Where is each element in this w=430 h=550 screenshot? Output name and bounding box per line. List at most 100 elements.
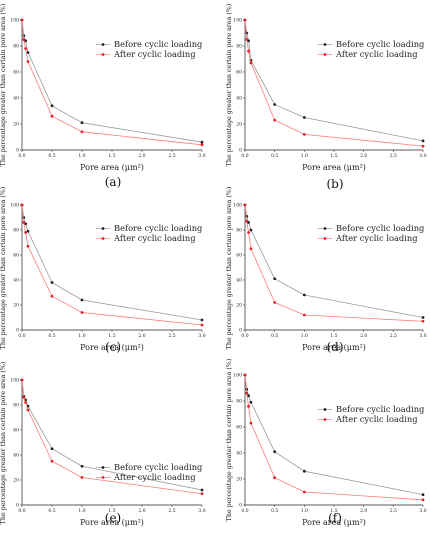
legend-marker xyxy=(324,418,327,421)
data-point-after xyxy=(81,311,84,314)
legend-marker xyxy=(102,53,105,56)
x-tick-label: 3.0 xyxy=(419,153,426,159)
data-point-after xyxy=(303,491,306,494)
x-tick-label: 0.5 xyxy=(271,153,278,159)
data-point-after xyxy=(27,60,30,63)
y-axis-label: The percentage greater than certain pore… xyxy=(0,362,7,525)
data-point-before xyxy=(422,140,425,143)
y-tick-label: 60 xyxy=(236,425,242,431)
y-tick-label: 80 xyxy=(13,403,19,409)
panel-label: (a) xyxy=(105,175,122,189)
y-tick-label: 100 xyxy=(10,18,19,24)
x-tick-label: 0.5 xyxy=(48,153,55,159)
y-tick-label: 40 xyxy=(236,451,242,457)
x-tick-label: 0.0 xyxy=(241,153,248,159)
panel-label: (f) xyxy=(328,511,342,525)
y-tick-label: 20 xyxy=(13,478,19,484)
data-point-after xyxy=(24,401,27,404)
data-point-after xyxy=(81,476,84,479)
x-axis-label: Pore area (μm²) xyxy=(80,163,144,172)
data-point-after xyxy=(81,130,84,133)
data-point-after xyxy=(273,301,276,304)
y-axis-label: The percentage greater than certain pore… xyxy=(226,187,233,350)
data-point-after xyxy=(250,422,253,425)
data-point-after xyxy=(21,19,24,22)
y-tick-label: 40 xyxy=(236,278,242,284)
data-point-after xyxy=(27,409,30,412)
x-tick-label: 0.0 xyxy=(241,508,248,514)
legend-marker xyxy=(324,43,327,46)
data-point-after xyxy=(51,295,54,298)
x-tick-label: 2.5 xyxy=(390,333,397,339)
legend-marker xyxy=(102,466,105,469)
x-tick-label: 1.0 xyxy=(301,508,308,514)
data-point-before xyxy=(273,450,276,453)
series-line-before xyxy=(245,205,423,318)
x-tick-label: 2.0 xyxy=(360,153,367,159)
x-tick-label: 0.5 xyxy=(48,333,55,339)
x-tick-label: 0.0 xyxy=(241,333,248,339)
data-point-after xyxy=(244,19,247,22)
y-tick-label: 20 xyxy=(13,303,19,309)
data-point-after xyxy=(51,460,54,463)
legend-marker xyxy=(324,53,327,56)
x-tick-label: 3.0 xyxy=(419,508,426,514)
data-point-after xyxy=(244,204,247,207)
data-point-after xyxy=(22,38,25,41)
data-point-before xyxy=(51,281,54,284)
legend-entry: Before cyclic loading xyxy=(114,223,203,233)
y-tick-label: 100 xyxy=(10,203,19,209)
y-tick-label: 100 xyxy=(10,378,19,384)
data-point-after xyxy=(51,115,54,118)
y-tick-label: 0 xyxy=(239,503,242,509)
legend-marker xyxy=(324,237,327,240)
data-point-before xyxy=(51,104,54,107)
legend-marker xyxy=(102,237,105,240)
chart-panel-c: 0.0 0.5 1.0 1.5 2.0 2.5 3.0 0 20 40 60 80 100 Pore ar… xyxy=(0,187,206,354)
y-axis-label: The percentage greater than certain pore… xyxy=(0,4,7,167)
data-point-after xyxy=(422,320,425,323)
legend-marker xyxy=(324,408,327,411)
chart-panel-d: 0.0 0.5 1.0 1.5 2.0 2.5 3.0 0 20 40 60 80 100 Pore ar… xyxy=(226,187,427,354)
y-tick-label: 80 xyxy=(13,44,19,50)
data-point-after xyxy=(22,396,25,399)
x-tick-label: 2.0 xyxy=(360,508,367,514)
x-tick-label: 3.0 xyxy=(419,333,426,339)
y-tick-label: 0 xyxy=(16,148,19,154)
data-point-after xyxy=(250,247,253,250)
y-tick-label: 40 xyxy=(13,453,19,459)
x-tick-label: 0.5 xyxy=(48,508,55,514)
x-axis-label: Pore area (μm²) xyxy=(302,163,366,172)
legend-marker xyxy=(102,476,105,479)
y-tick-label: 20 xyxy=(236,477,242,483)
data-point-before xyxy=(81,299,84,302)
data-point-before xyxy=(422,316,425,319)
y-tick-label: 60 xyxy=(13,253,19,259)
data-point-after xyxy=(273,119,276,122)
x-tick-label: 1.5 xyxy=(330,153,337,159)
y-tick-label: 60 xyxy=(13,70,19,76)
data-point-before xyxy=(51,447,54,450)
legend-marker xyxy=(102,227,105,230)
x-tick-label: 2.5 xyxy=(168,153,175,159)
data-point-before xyxy=(81,465,84,468)
legend-entry: Before cyclic loading xyxy=(114,39,203,49)
x-tick-label: 1.0 xyxy=(301,333,308,339)
panel-label: (b) xyxy=(326,177,343,191)
data-point-before xyxy=(27,51,30,54)
data-point-before xyxy=(27,230,30,233)
y-tick-label: 20 xyxy=(236,122,242,128)
y-tick-label: 100 xyxy=(233,373,242,379)
y-tick-label: 80 xyxy=(236,228,242,234)
data-point-after xyxy=(201,143,204,146)
y-tick-label: 40 xyxy=(236,96,242,102)
data-point-after xyxy=(422,145,425,148)
data-point-after xyxy=(27,245,30,248)
x-tick-label: 1.0 xyxy=(301,153,308,159)
data-point-after xyxy=(245,392,248,395)
legend-entry: Before cyclic loading xyxy=(336,39,425,49)
data-point-before xyxy=(273,103,276,106)
y-axis-label: The percentage greater than certain pore… xyxy=(226,4,233,167)
y-tick-label: 60 xyxy=(13,428,19,434)
